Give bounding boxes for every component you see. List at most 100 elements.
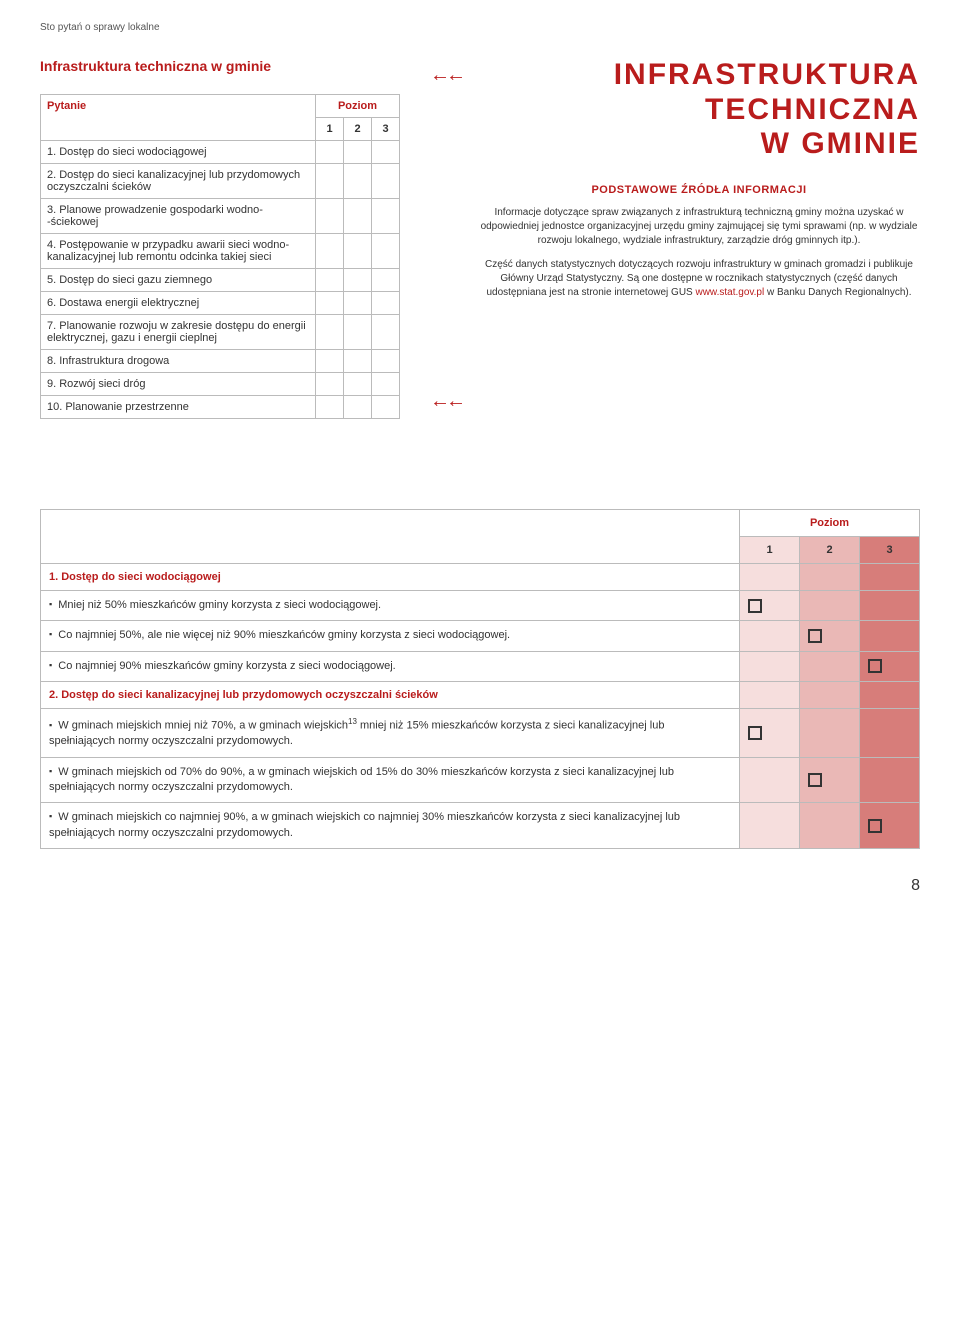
page: Sto pytań o sprawy lokalne Infrastruktur… xyxy=(0,0,960,925)
empty-cell xyxy=(860,591,920,621)
title-line-2: TECHNICZNA xyxy=(705,93,920,126)
empty-cell xyxy=(740,682,800,709)
empty-cell xyxy=(372,164,400,199)
empty-cell xyxy=(316,269,344,292)
table-row: ▪ Co najmniej 90% mieszkańców gminy korz… xyxy=(41,651,920,681)
empty-cell xyxy=(344,199,372,234)
empty-cell xyxy=(344,269,372,292)
info-paragraph-2: Część danych statystycznych dotyczących … xyxy=(478,258,920,300)
empty-cell xyxy=(372,199,400,234)
level-1-header-2: 1 xyxy=(740,537,800,564)
bullet-icon: ▪ xyxy=(49,811,52,821)
empty-cell xyxy=(344,141,372,164)
checkbox-cell xyxy=(740,591,800,621)
left-column: Infrastruktura techniczna w gminie Pytan… xyxy=(40,58,400,419)
empty-cell xyxy=(860,621,920,651)
empty-cell xyxy=(800,651,860,681)
question-text-a: W gminach miejskich mniej niż 70%, a w g… xyxy=(58,720,348,732)
checkbox[interactable] xyxy=(808,773,822,787)
empty-cell xyxy=(800,591,860,621)
info-paragraph-1: Informacje dotyczące spraw związanych z … xyxy=(478,206,920,248)
title-line-3: W GMINIE xyxy=(761,127,920,160)
table-row: 8. Infrastruktura drogowa xyxy=(41,350,400,373)
topic-cell: 4. Postępowanie w przypadku awarii sieci… xyxy=(41,234,316,269)
document-header: Sto pytań o sprawy lokalne xyxy=(40,22,920,33)
empty-cell xyxy=(740,803,800,849)
table-row: 3. Planowe prowadzenie gospodarki wodno-… xyxy=(41,199,400,234)
page-number: 8 xyxy=(40,877,920,895)
arrow-left-icon: ←← xyxy=(430,64,462,87)
col-header-poziom-2: Poziom xyxy=(740,510,920,537)
empty-cell xyxy=(800,564,860,591)
arrow-left-icon: ←← xyxy=(430,390,462,413)
question-cell: ▪ W gminach miejskich mniej niż 70%, a w… xyxy=(41,709,740,757)
question-cell: ▪ W gminach miejskich co najmniej 90%, a… xyxy=(41,803,740,849)
empty-cell xyxy=(316,350,344,373)
empty-cell xyxy=(372,396,400,419)
empty-cell xyxy=(344,350,372,373)
empty-cell xyxy=(344,292,372,315)
empty-cell xyxy=(316,292,344,315)
empty-cell xyxy=(316,396,344,419)
checkbox[interactable] xyxy=(808,629,822,643)
table-row: ▪ W gminach miejskich od 70% do 90%, a w… xyxy=(41,757,920,803)
checkbox-cell xyxy=(800,621,860,651)
checkbox[interactable] xyxy=(868,819,882,833)
empty-cell xyxy=(860,709,920,757)
empty-cell xyxy=(372,350,400,373)
category-row: 2. Dostęp do sieci kanalizacyjnej lub pr… xyxy=(41,682,920,709)
level-3-header: 3 xyxy=(372,118,400,141)
empty-cell xyxy=(372,269,400,292)
empty-cell xyxy=(800,709,860,757)
empty-cell xyxy=(344,234,372,269)
bullet-icon: ▪ xyxy=(49,599,52,609)
question-cell: ▪ Co najmniej 50%, ale nie więcej niż 90… xyxy=(41,621,740,651)
empty-cell xyxy=(740,757,800,803)
question-text: Co najmniej 90% mieszkańców gminy korzys… xyxy=(58,660,395,672)
topic-cell: 6. Dostawa energii elektrycznej xyxy=(41,292,316,315)
empty-cell xyxy=(800,803,860,849)
question-text: W gminach miejskich co najmniej 90%, a w… xyxy=(49,811,680,838)
table-row: 4. Postępowanie w przypadku awarii sieci… xyxy=(41,234,400,269)
topic-cell: 7. Planowanie rozwoju w zakresie dostępu… xyxy=(41,315,316,350)
question-cell: ▪ W gminach miejskich od 70% do 90%, a w… xyxy=(41,757,740,803)
question-cell: ▪ Co najmniej 90% mieszkańców gminy korz… xyxy=(41,651,740,681)
main-title: INFRASTRUKTURA TECHNICZNA W GMINIE xyxy=(478,58,920,162)
category-row: 1. Dostęp do sieci wodociągowej xyxy=(41,564,920,591)
category-heading-1: 1. Dostęp do sieci wodociągowej xyxy=(41,564,740,591)
checkbox[interactable] xyxy=(748,599,762,613)
level-3-header-2: 3 xyxy=(860,537,920,564)
section-title: Infrastruktura techniczna w gminie xyxy=(40,58,400,74)
col-header-poziom: Poziom xyxy=(316,95,400,118)
empty-cell xyxy=(344,396,372,419)
stat-link[interactable]: www.stat.gov.pl xyxy=(695,287,764,298)
table-row: 2. Dostęp do sieci kanalizacyjnej lub pr… xyxy=(41,164,400,199)
empty-cell xyxy=(740,651,800,681)
arrow-column: ←← ←← xyxy=(430,58,462,419)
assessment-table: Poziom 1 2 3 1. Dostęp do sieci wodociąg… xyxy=(40,509,920,849)
empty-header xyxy=(41,510,740,564)
table-row: 6. Dostawa energii elektrycznej xyxy=(41,292,400,315)
empty-cell xyxy=(344,315,372,350)
question-text: Mniej niż 50% mieszkańców gminy korzysta… xyxy=(58,599,381,611)
empty-cell xyxy=(316,373,344,396)
right-text-block: INFRASTRUKTURA TECHNICZNA W GMINIE PODST… xyxy=(478,58,920,419)
checkbox[interactable] xyxy=(748,726,762,740)
topic-cell: 5. Dostęp do sieci gazu ziemnego xyxy=(41,269,316,292)
checkbox[interactable] xyxy=(868,659,882,673)
empty-cell xyxy=(344,373,372,396)
question-text: W gminach miejskich od 70% do 90%, a w g… xyxy=(49,766,674,793)
topics-table: Pytanie Poziom 1 2 3 1. Dostęp do sieci … xyxy=(40,94,400,419)
table-row: 1. Dostęp do sieci wodociągowej xyxy=(41,141,400,164)
empty-cell xyxy=(344,164,372,199)
empty-cell xyxy=(316,199,344,234)
question-cell: ▪ Mniej niż 50% mieszkańców gminy korzys… xyxy=(41,591,740,621)
empty-cell xyxy=(372,373,400,396)
title-line-1: INFRASTRUKTURA xyxy=(614,58,920,91)
topic-cell: 9. Rozwój sieci dróg xyxy=(41,373,316,396)
topic-cell: 10. Planowanie przestrzenne xyxy=(41,396,316,419)
empty-cell xyxy=(372,141,400,164)
para2-text-b: w Banku Danych Regionalnych). xyxy=(764,287,911,298)
table-row: 7. Planowanie rozwoju w zakresie dostępu… xyxy=(41,315,400,350)
empty-cell xyxy=(860,682,920,709)
